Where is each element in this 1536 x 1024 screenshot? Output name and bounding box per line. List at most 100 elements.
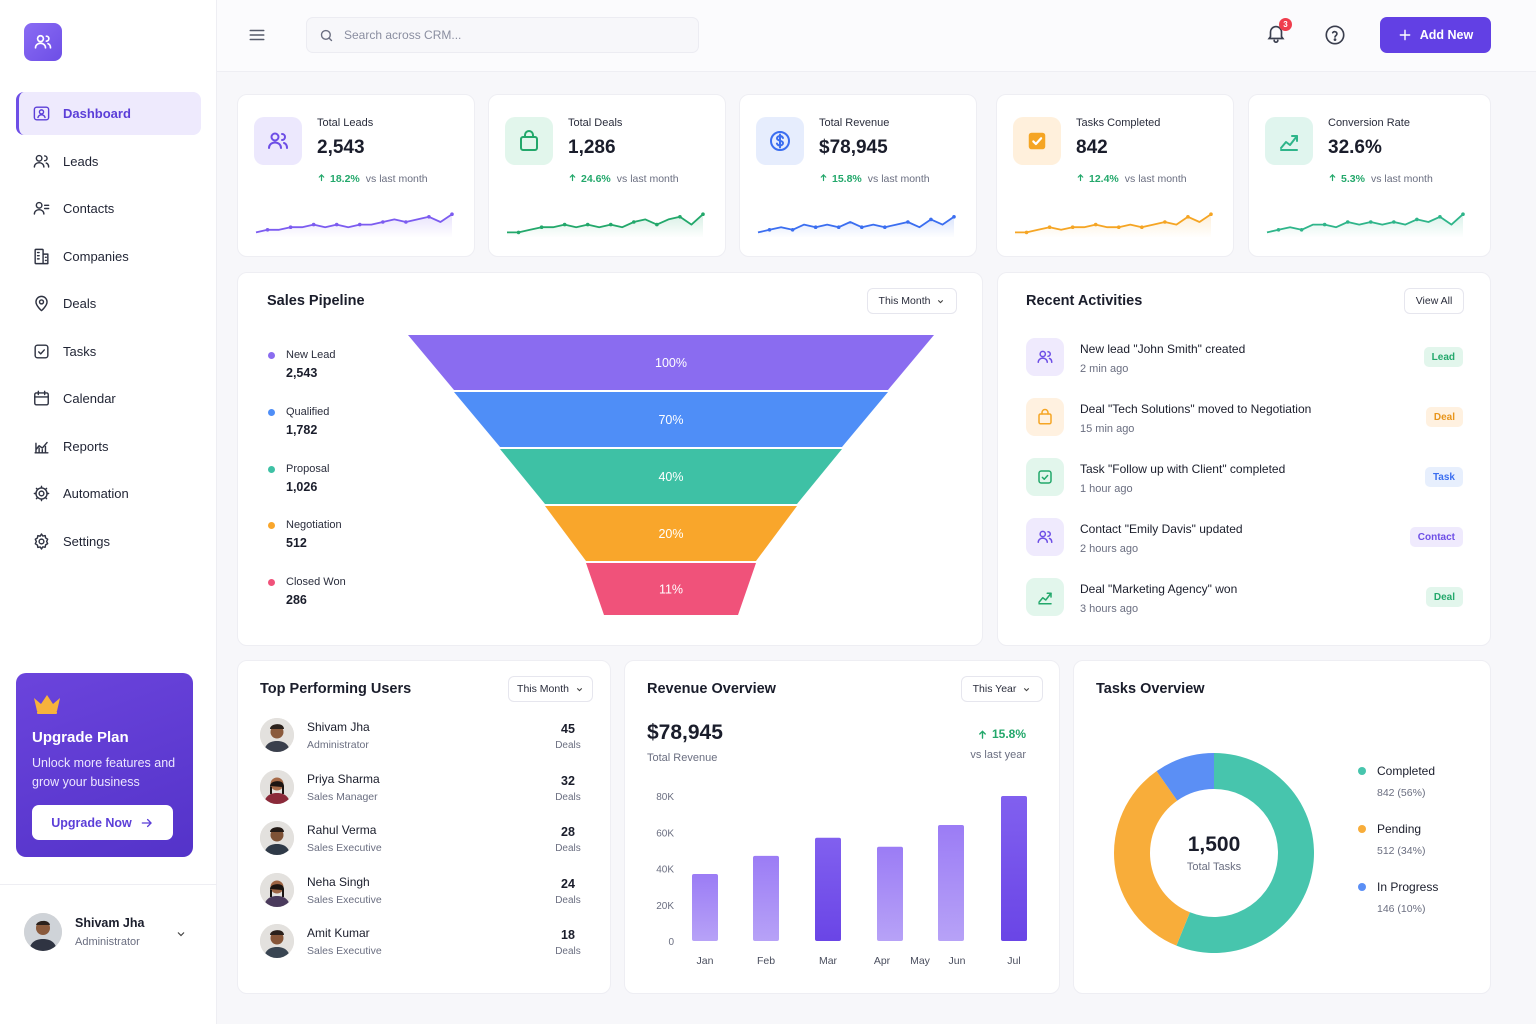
sidebar-item-label: Automation bbox=[63, 486, 129, 501]
sparkline-point bbox=[1438, 215, 1442, 219]
revenue-bar[interactable] bbox=[877, 846, 903, 941]
revenue-total-label: Total Revenue bbox=[647, 752, 718, 764]
sparkline-area bbox=[758, 216, 954, 237]
recent-activities-card: Recent Activities View All New lead "Joh… bbox=[997, 272, 1491, 646]
user-name[interactable]: Shivam Jha bbox=[307, 720, 370, 734]
sparkline-point bbox=[1276, 228, 1281, 232]
stat-card-total-deals: Total Deals 1,286 24.6% vs last month bbox=[488, 94, 726, 257]
menu-icon[interactable] bbox=[248, 26, 266, 44]
y-tick-label: 60K bbox=[656, 828, 674, 839]
activity-title: Contact "Emily Davis" updated bbox=[1080, 522, 1243, 536]
activity-tag[interactable]: Task bbox=[1424, 467, 1463, 487]
chart-icon bbox=[32, 437, 63, 456]
sparkline-point bbox=[1368, 220, 1373, 224]
upgrade-now-button[interactable]: Upgrade Now bbox=[32, 805, 173, 840]
donut-slice[interactable] bbox=[1114, 771, 1190, 946]
sparkline-point bbox=[929, 217, 933, 222]
sidebar-item-settings[interactable]: Settings bbox=[16, 520, 201, 563]
revenue-period-dropdown[interactable]: This Year bbox=[961, 676, 1043, 702]
sidebar-item-deals[interactable]: Deals bbox=[16, 282, 201, 325]
view-all-button[interactable]: View All bbox=[1404, 288, 1464, 314]
sparkline-point bbox=[1116, 225, 1121, 229]
help-icon[interactable] bbox=[1324, 24, 1346, 46]
revenue-bar[interactable] bbox=[753, 855, 779, 941]
user-name[interactable]: Amit Kumar bbox=[307, 926, 370, 941]
sparkline-point bbox=[357, 222, 362, 227]
activity-title: New lead "John Smith" created bbox=[1080, 342, 1246, 356]
pipeline-period-label: This Month bbox=[878, 295, 931, 307]
user-name[interactable]: Neha Singh bbox=[307, 874, 370, 889]
activity-tag[interactable]: Deal bbox=[1425, 587, 1463, 607]
notification-button[interactable]: 3 bbox=[1265, 18, 1292, 48]
sidebar: Dashboard Leads Contacts Companies Deals Task… bbox=[0, 0, 217, 1024]
sparkline-point bbox=[1345, 220, 1350, 224]
user-name[interactable]: Rahul Verma bbox=[307, 823, 377, 838]
x-tick-label: Apr bbox=[874, 955, 891, 967]
activity-title: Task "Follow up with Client" completed bbox=[1080, 462, 1286, 476]
notification-badge: 3 bbox=[1279, 18, 1292, 31]
revenue-bar[interactable] bbox=[692, 873, 718, 941]
sparkline-point bbox=[655, 222, 659, 227]
sidebar-item-label: Contacts bbox=[63, 201, 115, 216]
stat-value: 2,543 bbox=[317, 137, 365, 158]
sparkline-point bbox=[1047, 225, 1052, 229]
donut-slice[interactable] bbox=[1156, 753, 1214, 801]
y-tick-label: 0 bbox=[668, 937, 674, 948]
users-icon bbox=[254, 117, 302, 165]
add-new-button[interactable]: Add New bbox=[1380, 17, 1491, 53]
revenue-bar-chart: 0 20K 40K 60K 80K Jan Feb Mar Apr May Jun Jul bbox=[656, 792, 1027, 967]
sparkline-point bbox=[404, 220, 408, 224]
funnel-percent: 20% bbox=[658, 527, 683, 541]
sparkline-line bbox=[1266, 213, 1464, 234]
legend-dot bbox=[1358, 825, 1366, 833]
users-icon bbox=[1026, 518, 1064, 556]
donut-slice[interactable] bbox=[1176, 753, 1314, 953]
user-deals-count: 24 bbox=[561, 876, 575, 891]
revenue-bar[interactable] bbox=[815, 837, 841, 941]
sidebar-item-reports[interactable]: Reports bbox=[16, 425, 201, 468]
activity-time: 1 hour ago bbox=[1080, 483, 1133, 495]
sidebar-item-tasks[interactable]: Tasks bbox=[16, 330, 201, 373]
sparkline-line bbox=[1015, 213, 1212, 234]
tasks-total: 1,500 bbox=[1187, 833, 1241, 856]
pipeline-period-dropdown[interactable]: This Month bbox=[867, 288, 957, 314]
activity-tag[interactable]: Deal bbox=[1425, 407, 1463, 427]
chevron-down-icon bbox=[938, 299, 944, 303]
funnel-segment bbox=[500, 449, 842, 504]
revenue-change-value: 15.8% bbox=[991, 727, 1026, 741]
funnel-segment bbox=[454, 392, 888, 447]
x-tick-label: Jun bbox=[949, 955, 966, 967]
sidebar-item-leads[interactable]: Leads bbox=[16, 140, 201, 183]
task-box-icon bbox=[1013, 117, 1061, 165]
chevron-down-icon[interactable] bbox=[175, 928, 187, 940]
stage-name: New Lead bbox=[286, 349, 336, 361]
activity-tag[interactable]: Lead bbox=[1423, 347, 1463, 367]
app-logo[interactable] bbox=[24, 23, 62, 61]
sidebar-item-calendar[interactable]: Calendar bbox=[16, 377, 201, 420]
activity-tag[interactable]: Contact bbox=[1409, 527, 1463, 547]
stat-change: 15.8% vs last month bbox=[819, 173, 930, 185]
stat-change-label: vs last month bbox=[616, 173, 679, 185]
stat-label: Total Revenue bbox=[819, 117, 890, 129]
dashboard-icon bbox=[32, 104, 63, 123]
users-period-dropdown[interactable]: This Month bbox=[508, 676, 593, 702]
sidebar-item-dashboard[interactable]: Dashboard bbox=[16, 92, 201, 135]
sidebar-item-companies[interactable]: Companies bbox=[16, 235, 201, 278]
sparkline-point bbox=[767, 228, 772, 232]
user-profile[interactable]: Shivam Jha Administrator bbox=[0, 884, 216, 978]
sparkline-point bbox=[1070, 225, 1075, 229]
user-name[interactable]: Priya Sharma bbox=[307, 771, 380, 786]
search-bar[interactable] bbox=[306, 17, 699, 53]
sidebar-item-contacts[interactable]: Contacts bbox=[16, 187, 201, 230]
automation-icon bbox=[32, 484, 63, 503]
sparkline-line bbox=[255, 213, 453, 234]
revenue-bar[interactable] bbox=[1001, 796, 1027, 941]
sidebar-item-automation[interactable]: Automation bbox=[16, 472, 201, 515]
sparkline-point bbox=[1209, 212, 1213, 216]
view-all-label: View All bbox=[1415, 295, 1453, 307]
arrow-up-icon bbox=[569, 174, 576, 182]
revenue-bar[interactable] bbox=[938, 825, 964, 941]
legend-dot bbox=[268, 352, 275, 359]
search-input[interactable] bbox=[344, 28, 684, 42]
legend-dot bbox=[1358, 883, 1366, 891]
